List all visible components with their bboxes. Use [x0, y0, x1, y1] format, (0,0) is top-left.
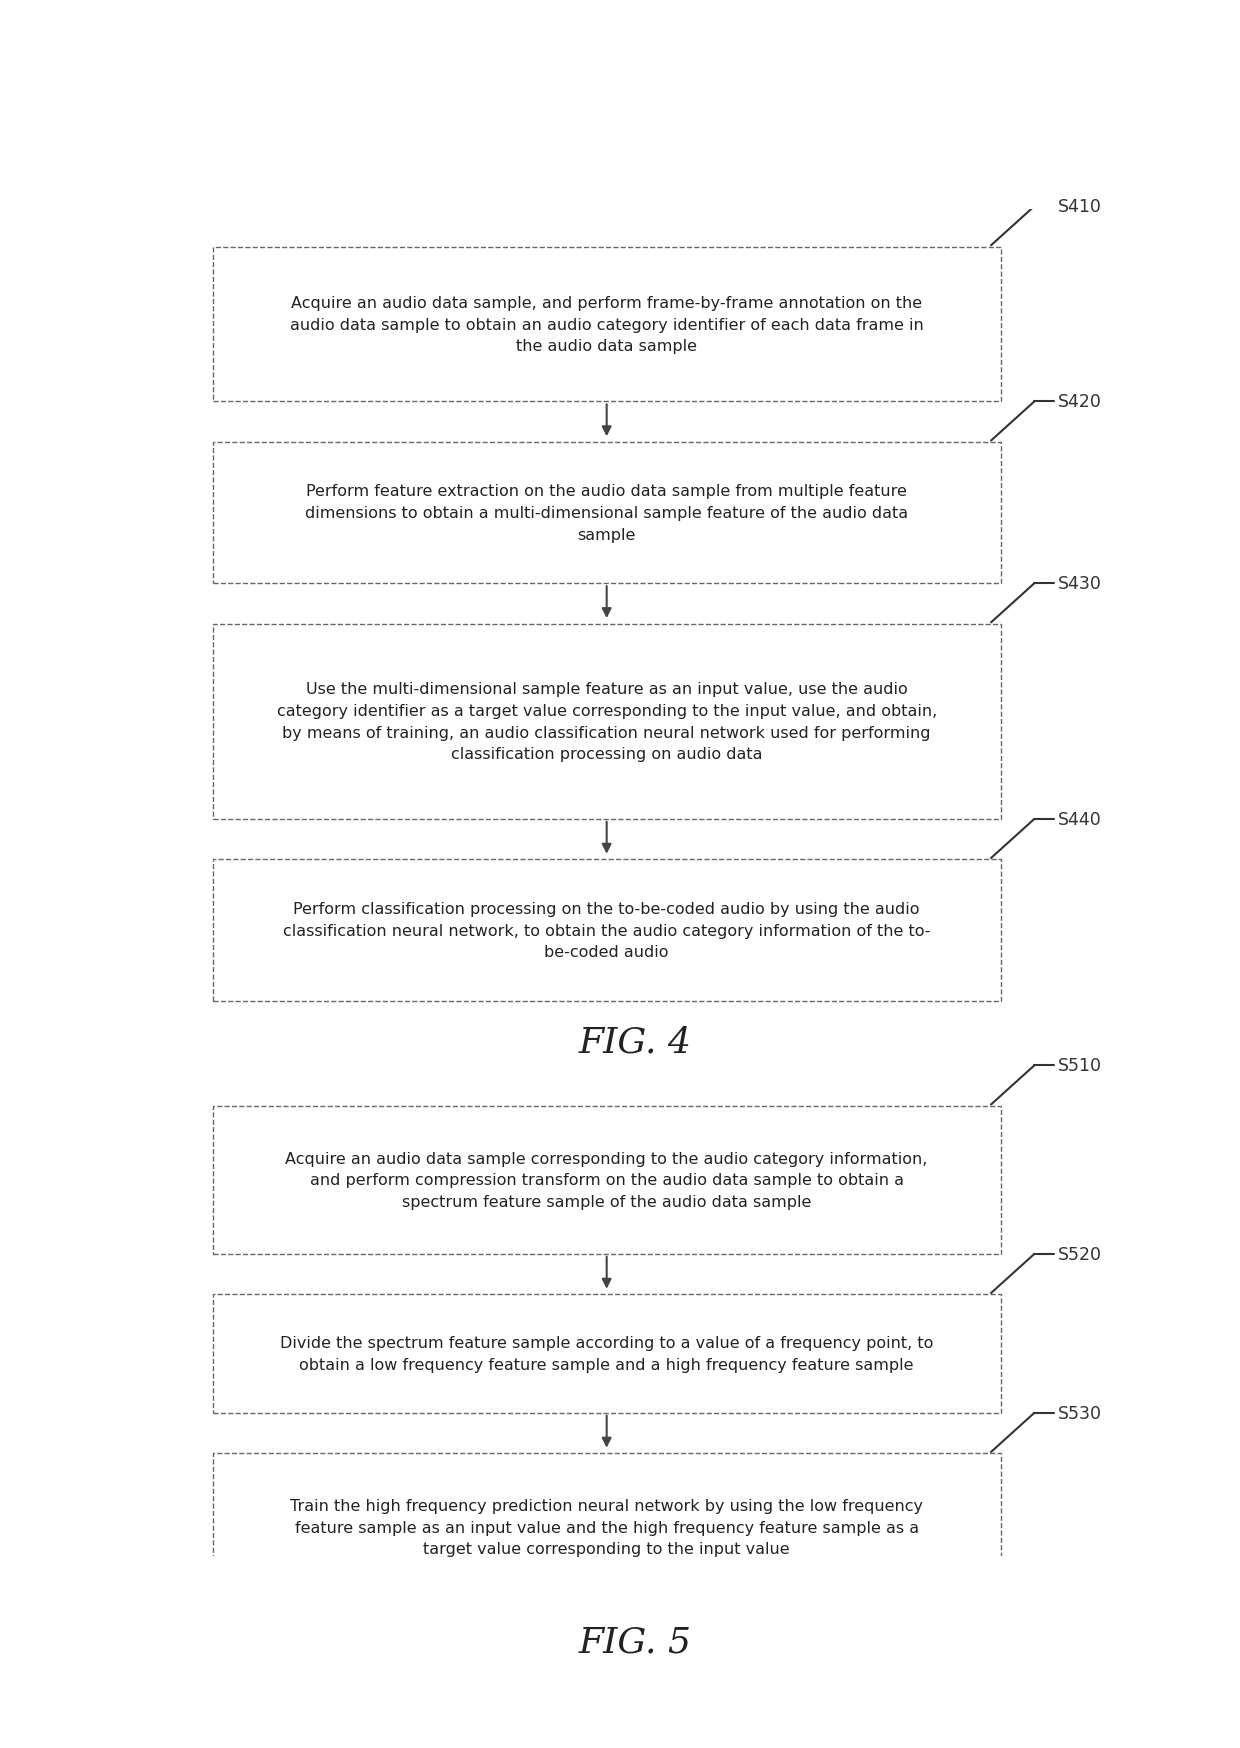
Text: Divide the spectrum feature sample according to a value of a frequency point, to: Divide the spectrum feature sample accor… — [280, 1335, 934, 1372]
Text: Perform classification processing on the to-be-coded audio by using the audio
cl: Perform classification processing on the… — [283, 902, 930, 960]
Text: Acquire an audio data sample, and perform frame-by-frame annotation on the
audio: Acquire an audio data sample, and perfor… — [290, 295, 924, 353]
Text: S530: S530 — [1059, 1404, 1102, 1423]
Text: Use the multi-dimensional sample feature as an input value, use the audio
catego: Use the multi-dimensional sample feature… — [277, 682, 936, 762]
FancyBboxPatch shape — [213, 1453, 1001, 1601]
Text: FIG. 4: FIG. 4 — [579, 1024, 692, 1059]
FancyBboxPatch shape — [213, 624, 1001, 820]
Text: S420: S420 — [1059, 393, 1102, 411]
FancyBboxPatch shape — [213, 860, 1001, 1002]
Text: S510: S510 — [1059, 1058, 1102, 1075]
FancyBboxPatch shape — [213, 1106, 1001, 1255]
Text: S440: S440 — [1059, 811, 1102, 829]
Text: Perform feature extraction on the audio data sample from multiple feature
dimens: Perform feature extraction on the audio … — [305, 484, 908, 542]
FancyBboxPatch shape — [213, 442, 1001, 584]
Text: S430: S430 — [1059, 575, 1102, 593]
FancyBboxPatch shape — [213, 248, 1001, 402]
Text: S520: S520 — [1059, 1245, 1102, 1264]
Text: S410: S410 — [1059, 198, 1102, 217]
Text: Train the high frequency prediction neural network by using the low frequency
fe: Train the high frequency prediction neur… — [290, 1498, 923, 1556]
FancyBboxPatch shape — [213, 1295, 1001, 1412]
Text: Acquire an audio data sample corresponding to the audio category information,
an: Acquire an audio data sample correspondi… — [285, 1152, 928, 1210]
Text: FIG. 5: FIG. 5 — [579, 1626, 692, 1659]
